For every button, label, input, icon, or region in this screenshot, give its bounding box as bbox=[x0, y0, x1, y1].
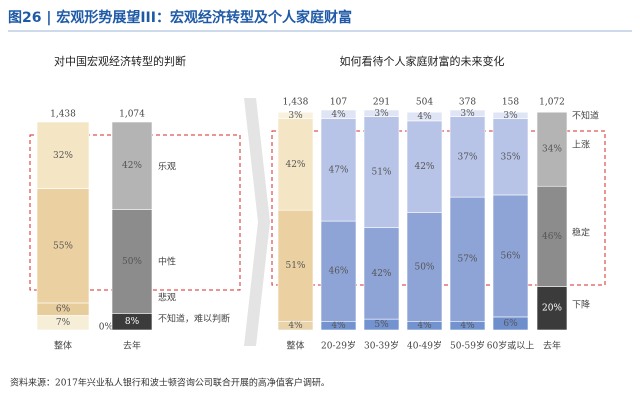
data-label: 4% bbox=[331, 110, 346, 120]
legend-label: 不知道 bbox=[572, 110, 599, 122]
chart-title: 对中国宏观经济转型的判断 bbox=[54, 54, 186, 68]
bar-segment bbox=[320, 109, 357, 120]
legend-label: 悲观 bbox=[158, 292, 176, 304]
bar-segment bbox=[492, 111, 529, 120]
data-label: 47% bbox=[328, 165, 348, 175]
total-label: 1,438 bbox=[50, 110, 76, 120]
category-label: 去年 bbox=[123, 340, 141, 352]
bar-segment bbox=[111, 121, 153, 210]
data-label: 50% bbox=[122, 257, 142, 267]
category-label: 30-39岁 bbox=[364, 340, 399, 352]
bar-segment bbox=[492, 194, 529, 318]
bar-segment bbox=[320, 118, 357, 222]
data-label: 4% bbox=[288, 321, 303, 331]
bar-segment bbox=[277, 209, 314, 322]
bar-segment bbox=[449, 116, 486, 198]
bar-segment bbox=[277, 111, 314, 120]
data-label: 4% bbox=[417, 321, 432, 331]
bar-segment bbox=[36, 121, 90, 189]
category-label: 去年 bbox=[543, 340, 561, 352]
data-label: 7% bbox=[56, 318, 71, 328]
data-label: 50% bbox=[414, 262, 434, 272]
source-note: 资料来源：2017年兴业私人银行和波士顿咨询公司联合开展的高净值客户调研。 bbox=[10, 377, 330, 389]
total-label: 1,438 bbox=[283, 98, 309, 108]
data-label: 20% bbox=[542, 304, 562, 314]
legend-label: 上涨 bbox=[572, 140, 590, 151]
data-label: 42% bbox=[285, 160, 305, 170]
total-label: 378 bbox=[459, 98, 476, 108]
bar-segment bbox=[320, 220, 357, 322]
data-label: 51% bbox=[285, 261, 305, 271]
category-label: 60岁或以上 bbox=[487, 340, 534, 352]
total-label: 291 bbox=[373, 98, 390, 108]
data-label: 4% bbox=[331, 321, 346, 331]
category-label: 整体 bbox=[54, 340, 72, 352]
data-label: 3% bbox=[374, 109, 389, 119]
data-label: 4% bbox=[417, 112, 432, 122]
data-label: 57% bbox=[457, 255, 477, 265]
data-label: 0% bbox=[99, 323, 114, 333]
data-label: 35% bbox=[500, 152, 520, 162]
legend-label: 乐观 bbox=[158, 161, 176, 173]
legend-label: 下降 bbox=[572, 299, 590, 311]
category-label: 50-59岁 bbox=[450, 340, 485, 352]
data-label: 8% bbox=[125, 317, 140, 327]
data-label: 56% bbox=[500, 251, 520, 261]
total-label: 1,074 bbox=[119, 110, 145, 120]
bar-segment bbox=[536, 185, 568, 287]
arrow bbox=[244, 98, 270, 346]
bar-segment bbox=[449, 109, 486, 117]
page-title: 图26 | 宏观形势展望III：宏观经济转型及个人家庭财富 bbox=[8, 9, 352, 26]
data-label: 42% bbox=[371, 269, 391, 279]
data-label: 42% bbox=[414, 162, 434, 172]
data-label: 3% bbox=[288, 111, 303, 121]
data-label: 6% bbox=[56, 305, 71, 315]
data-label: 37% bbox=[457, 152, 477, 162]
bar-segment bbox=[363, 116, 400, 228]
data-label: 4% bbox=[460, 321, 475, 331]
total-label: 107 bbox=[330, 98, 347, 108]
bar-segment bbox=[363, 227, 400, 320]
bar-segment bbox=[36, 188, 90, 304]
category-label: 40-49岁 bbox=[407, 340, 442, 352]
data-label: 6% bbox=[503, 319, 518, 329]
legend-label: 稳定 bbox=[572, 227, 590, 239]
bar-segment bbox=[406, 111, 443, 122]
bar-segment bbox=[406, 120, 443, 213]
data-label: 34% bbox=[542, 145, 562, 155]
bar-segment bbox=[536, 111, 568, 187]
bar-segment bbox=[363, 109, 400, 117]
data-label: 51% bbox=[371, 168, 391, 178]
total-label: 158 bbox=[502, 98, 519, 108]
chart-title: 如何看待个人家庭财富的未来变化 bbox=[340, 54, 505, 68]
total-label: 1,072 bbox=[539, 98, 565, 108]
bar-segment bbox=[449, 196, 486, 322]
data-label: 42% bbox=[122, 161, 142, 171]
data-label: 55% bbox=[53, 241, 73, 251]
bar-segment bbox=[277, 118, 314, 211]
total-label: 504 bbox=[416, 98, 433, 108]
data-label: 3% bbox=[460, 109, 475, 119]
data-label: 46% bbox=[328, 267, 348, 277]
legend-label: 中性 bbox=[158, 256, 176, 268]
category-label: 整体 bbox=[286, 340, 304, 352]
data-label: 5% bbox=[374, 320, 389, 330]
data-label: 32% bbox=[53, 151, 73, 161]
bar-segment bbox=[492, 118, 529, 196]
data-label: 3% bbox=[503, 111, 518, 121]
legend-label: 不知道，难以判断 bbox=[158, 313, 230, 325]
category-label: 20-29岁 bbox=[321, 340, 356, 352]
data-label: 46% bbox=[542, 232, 562, 242]
bar-segment bbox=[406, 212, 443, 322]
